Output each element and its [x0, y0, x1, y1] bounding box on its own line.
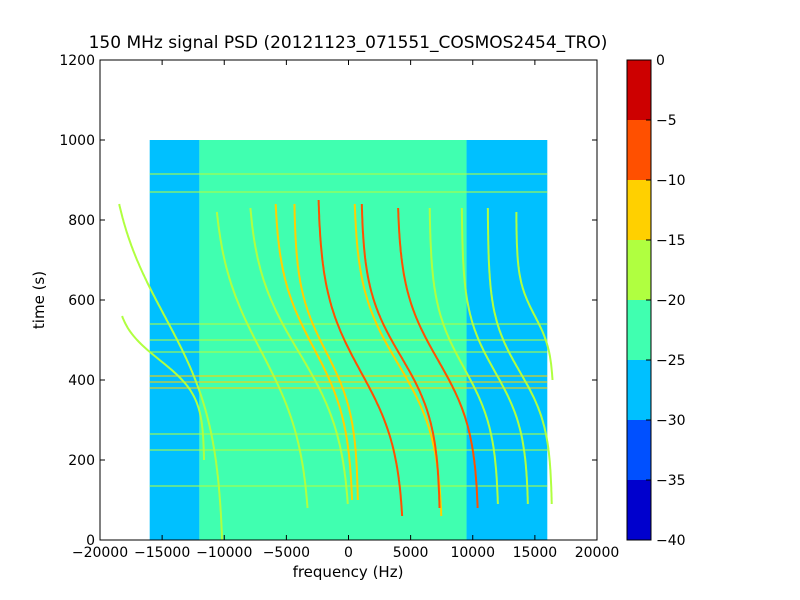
- x-tick-label: −15000: [134, 545, 190, 561]
- doppler-track-13: [515, 212, 554, 381]
- doppler-track-8: [360, 203, 441, 508]
- colorbar-ticks: 0 −5 −10 −15 −20 −25 −30 −35 −40: [646, 53, 686, 549]
- colorbar-segment-2: [627, 360, 651, 420]
- colorbar-tick-label: −40: [656, 533, 686, 549]
- colorbar-tick-label: 0: [656, 53, 665, 69]
- colorbar-segment-0: [627, 480, 651, 540]
- x-tick-label: 5000: [393, 545, 429, 561]
- x-axis-label: frequency (Hz): [293, 563, 404, 581]
- doppler-track-6: [317, 199, 404, 517]
- colorbar-tick-label: −35: [656, 473, 686, 489]
- x-tick-label: −5000: [263, 545, 310, 561]
- doppler-track-2: [215, 211, 309, 509]
- colorbar-tick-label: −15: [656, 233, 686, 249]
- colorbar-segment-6: [627, 120, 651, 180]
- doppler-track-10: [428, 207, 499, 505]
- x-tick-label: −10000: [196, 545, 252, 561]
- doppler-track-9: [397, 207, 479, 508]
- y-tick-label: 0: [86, 533, 95, 549]
- doppler-track-12: [486, 207, 553, 504]
- x-tick-label: 15000: [513, 545, 558, 561]
- colorbar-tick-label: −20: [656, 293, 686, 309]
- y-tick-label: 200: [68, 453, 95, 469]
- y-tick-label: 800: [68, 213, 95, 229]
- y-tick-label: 600: [68, 293, 95, 309]
- plot-area: −20000 −15000 −10000 −5000 0 5000 10000 15000 20…: [59, 53, 619, 561]
- y-axis-ticks: 0 200 400 600 800 1000 1200: [59, 53, 597, 549]
- x-tick-label: −20000: [72, 545, 128, 561]
- colorbar-segment-7: [627, 60, 651, 120]
- doppler-track-3: [249, 207, 349, 505]
- y-tick-label: 1000: [59, 133, 95, 149]
- colorbar-tick-label: −10: [656, 173, 686, 189]
- colorbar-segment-3: [627, 300, 651, 360]
- colorbar-tick-label: −30: [656, 413, 686, 429]
- y-tick-label: 400: [68, 373, 95, 389]
- x-tick-label: 10000: [450, 545, 495, 561]
- x-axis-ticks: −20000 −15000 −10000 −5000 0 5000 10000 15000 20…: [72, 60, 619, 561]
- doppler-track-4: [274, 203, 353, 500]
- colorbar: [626, 59, 652, 541]
- doppler-track-1: [121, 315, 205, 460]
- colorbar-tick-label: −25: [656, 353, 686, 369]
- x-tick-label: 20000: [575, 545, 620, 561]
- colorbar-tick-label: −5: [656, 113, 677, 129]
- doppler-track-11: [460, 207, 529, 504]
- colorbar-segment-5: [627, 180, 651, 240]
- colorbar-segment-1: [627, 420, 651, 480]
- psd-heatmap: [118, 140, 554, 540]
- chart-title: 150 MHz signal PSD (20121123_071551_COSM…: [89, 33, 608, 53]
- colorbar-segment-4: [627, 240, 651, 300]
- doppler-track-0: [118, 203, 224, 540]
- x-tick-label: 0: [344, 545, 353, 561]
- y-tick-label: 1200: [59, 53, 95, 69]
- y-axis-label: time (s): [30, 271, 48, 329]
- doppler-track-5: [293, 204, 359, 500]
